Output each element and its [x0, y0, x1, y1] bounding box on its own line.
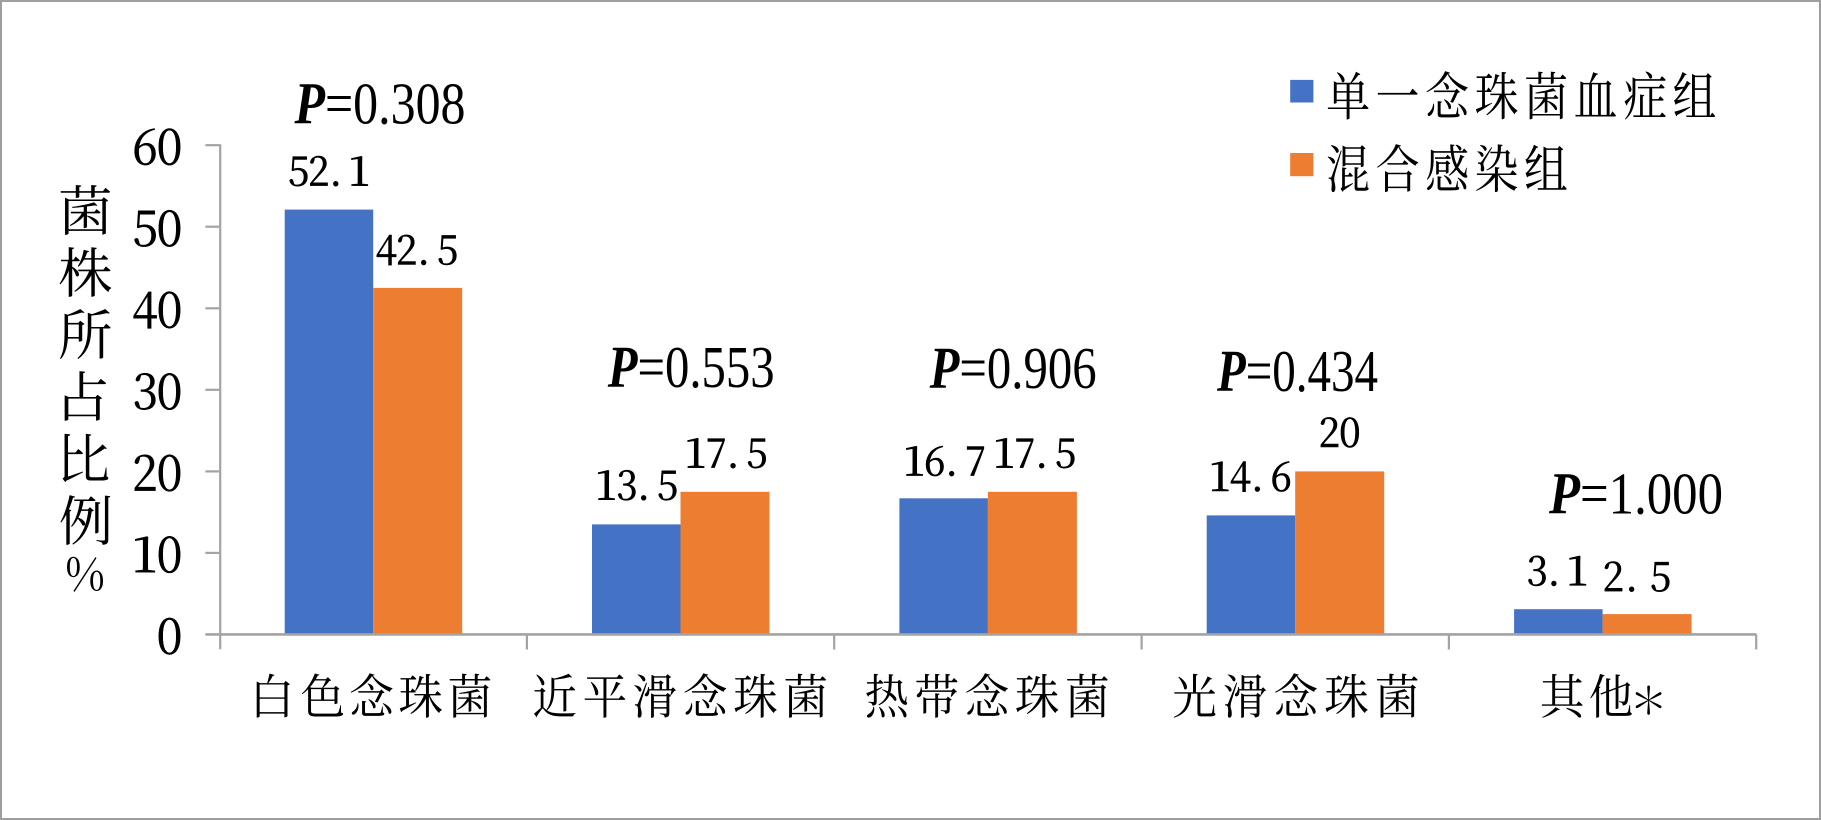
svg-text:P=0.434: P=0.434	[1216, 338, 1378, 404]
svg-text:P=0.553: P=0.553	[607, 334, 775, 400]
svg-text:P=0.308: P=0.308	[294, 71, 466, 137]
svg-text:P=0.906: P=0.906	[929, 335, 1097, 401]
svg-text:P=1.000: P=1.000	[1548, 461, 1723, 527]
